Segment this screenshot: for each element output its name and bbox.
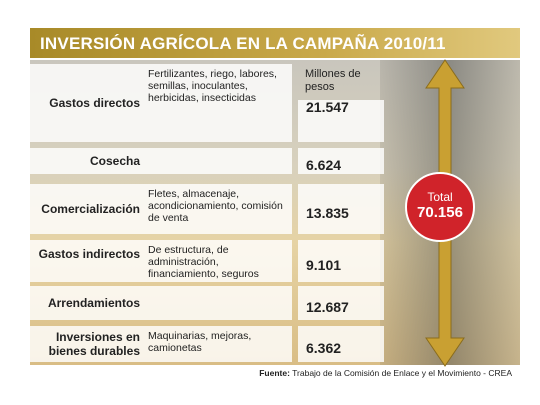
units-header: Millones de pesos <box>305 68 361 93</box>
value-box <box>298 184 384 234</box>
row-label: Cosecha <box>89 154 140 168</box>
value-box <box>298 326 384 362</box>
total-badge: Total 70.156 <box>405 172 475 242</box>
value-box <box>298 240 384 282</box>
row-value: 9.101 <box>306 257 342 273</box>
row-description: Fletes, almacenaje, acondicionamiento, c… <box>148 188 283 224</box>
total-label: Total <box>427 190 453 204</box>
row-value: 6.362 <box>306 340 342 356</box>
row-band <box>30 184 292 234</box>
row-label: Comercialización <box>41 202 140 216</box>
source-label: Fuente: <box>259 368 290 378</box>
row-description: Fertilizantes, riego, labores, semillas,… <box>148 68 277 104</box>
row-band <box>30 148 292 174</box>
row-band <box>30 64 292 142</box>
row-value: 13.835 <box>306 205 349 221</box>
row-band <box>30 326 292 362</box>
value-box <box>298 100 384 142</box>
value-box <box>298 286 384 320</box>
row-label: Gastos indirectos <box>38 247 140 261</box>
title-bar <box>30 28 520 58</box>
row-band <box>30 240 292 282</box>
row-label: Inversiones en bienes durables <box>48 330 140 358</box>
source-text: Trabajo de la Comisión de Enlace y el Mo… <box>292 368 512 378</box>
row-band <box>30 286 292 320</box>
row-description: Maquinarias, mejoras, camionetas <box>148 330 252 354</box>
title: INVERSIÓN AGRÍCOLA EN LA CAMPAÑA 2010/11 <box>40 34 446 53</box>
value-box <box>298 148 384 174</box>
row-value: 21.547 <box>306 99 349 115</box>
row-label: Gastos directos <box>49 96 140 110</box>
row-value: 12.687 <box>306 299 349 315</box>
source: Fuente: Trabajo de la Comisión de Enlace… <box>259 368 512 378</box>
total-value: 70.156 <box>417 204 463 221</box>
row-value: 6.624 <box>306 157 342 173</box>
row-label: Arrendamientos <box>47 296 140 310</box>
row-description: De estructura, de administración, financ… <box>148 244 259 280</box>
